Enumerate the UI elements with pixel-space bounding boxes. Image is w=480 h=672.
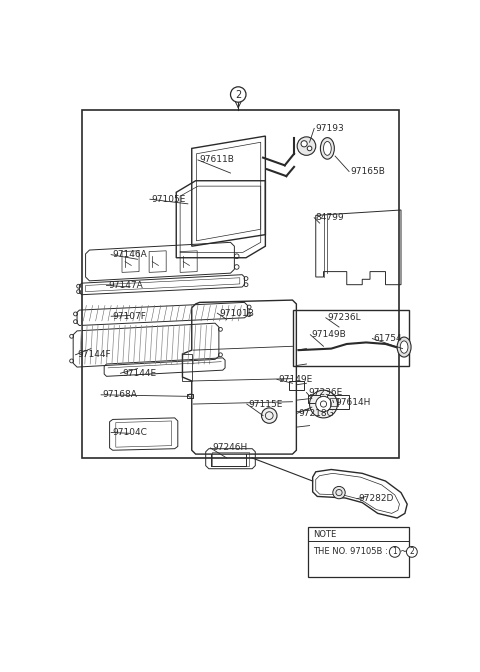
Text: 97165B: 97165B bbox=[350, 167, 385, 176]
Text: 97104C: 97104C bbox=[113, 428, 147, 437]
Circle shape bbox=[301, 140, 307, 147]
Circle shape bbox=[262, 408, 277, 423]
Text: 97218G: 97218G bbox=[299, 409, 335, 418]
Text: 97614H: 97614H bbox=[335, 398, 371, 407]
Circle shape bbox=[310, 390, 337, 418]
Circle shape bbox=[407, 546, 417, 557]
Circle shape bbox=[333, 487, 345, 499]
Text: ~: ~ bbox=[399, 548, 406, 556]
Ellipse shape bbox=[321, 138, 335, 159]
Bar bbox=[330, 398, 338, 406]
Circle shape bbox=[389, 546, 400, 557]
Text: NOTE: NOTE bbox=[312, 530, 336, 539]
Text: 97144F: 97144F bbox=[77, 350, 111, 360]
Text: 97105E: 97105E bbox=[152, 195, 186, 204]
Circle shape bbox=[297, 137, 316, 155]
Ellipse shape bbox=[397, 337, 411, 357]
Text: 97149B: 97149B bbox=[312, 330, 347, 339]
Text: 97107F: 97107F bbox=[113, 312, 146, 321]
Text: 97147A: 97147A bbox=[108, 281, 143, 290]
Bar bbox=[308, 395, 320, 403]
Text: 97168A: 97168A bbox=[103, 390, 137, 399]
Text: 97282D: 97282D bbox=[359, 494, 394, 503]
Bar bbox=[308, 528, 409, 577]
Text: THE NO. 97105B :: THE NO. 97105B : bbox=[312, 548, 387, 556]
Text: 97115E: 97115E bbox=[248, 400, 283, 409]
Text: 97144E: 97144E bbox=[122, 369, 156, 378]
Circle shape bbox=[230, 87, 246, 102]
Text: 1: 1 bbox=[393, 548, 397, 556]
Bar bbox=[187, 394, 193, 398]
Bar bbox=[82, 110, 399, 458]
Text: 97193: 97193 bbox=[316, 124, 345, 133]
Circle shape bbox=[307, 146, 312, 151]
Text: 61754: 61754 bbox=[374, 334, 403, 343]
Ellipse shape bbox=[400, 341, 408, 353]
Text: 2: 2 bbox=[409, 548, 414, 556]
Text: 97146A: 97146A bbox=[113, 250, 147, 259]
Text: 97246H: 97246H bbox=[212, 444, 247, 452]
Bar bbox=[288, 381, 304, 390]
Bar bbox=[292, 310, 409, 366]
Text: 97611B: 97611B bbox=[200, 155, 234, 165]
Circle shape bbox=[316, 396, 331, 412]
Ellipse shape bbox=[324, 142, 331, 155]
Bar bbox=[327, 395, 349, 409]
Text: 2: 2 bbox=[235, 89, 241, 99]
Text: 97101B: 97101B bbox=[219, 308, 254, 318]
Text: 84799: 84799 bbox=[316, 213, 344, 222]
Text: 97149E: 97149E bbox=[278, 375, 313, 384]
Text: 97236E: 97236E bbox=[308, 388, 342, 397]
Text: 97236L: 97236L bbox=[327, 313, 361, 323]
